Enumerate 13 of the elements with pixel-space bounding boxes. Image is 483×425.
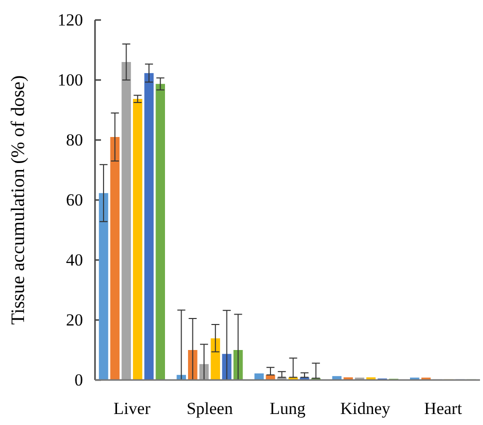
x-tick-label: Lung xyxy=(270,399,306,418)
y-tick-label: 80 xyxy=(66,130,83,150)
y-tick-label: 40 xyxy=(66,250,83,270)
y-tick-label: 60 xyxy=(66,190,83,210)
x-tick-label: Kidney xyxy=(340,399,391,418)
y-tick-label: 100 xyxy=(58,70,83,90)
x-tick-label: Spleen xyxy=(186,399,234,418)
x-tick-label: Heart xyxy=(424,399,462,418)
y-tick-label: 20 xyxy=(66,310,83,330)
y-tick-label: 0 xyxy=(74,370,83,390)
x-tick-label: Liver xyxy=(114,399,151,418)
y-axis-title: Tissue accumulation (% of dose) xyxy=(8,75,29,325)
y-tick-label: 120 xyxy=(58,10,83,30)
